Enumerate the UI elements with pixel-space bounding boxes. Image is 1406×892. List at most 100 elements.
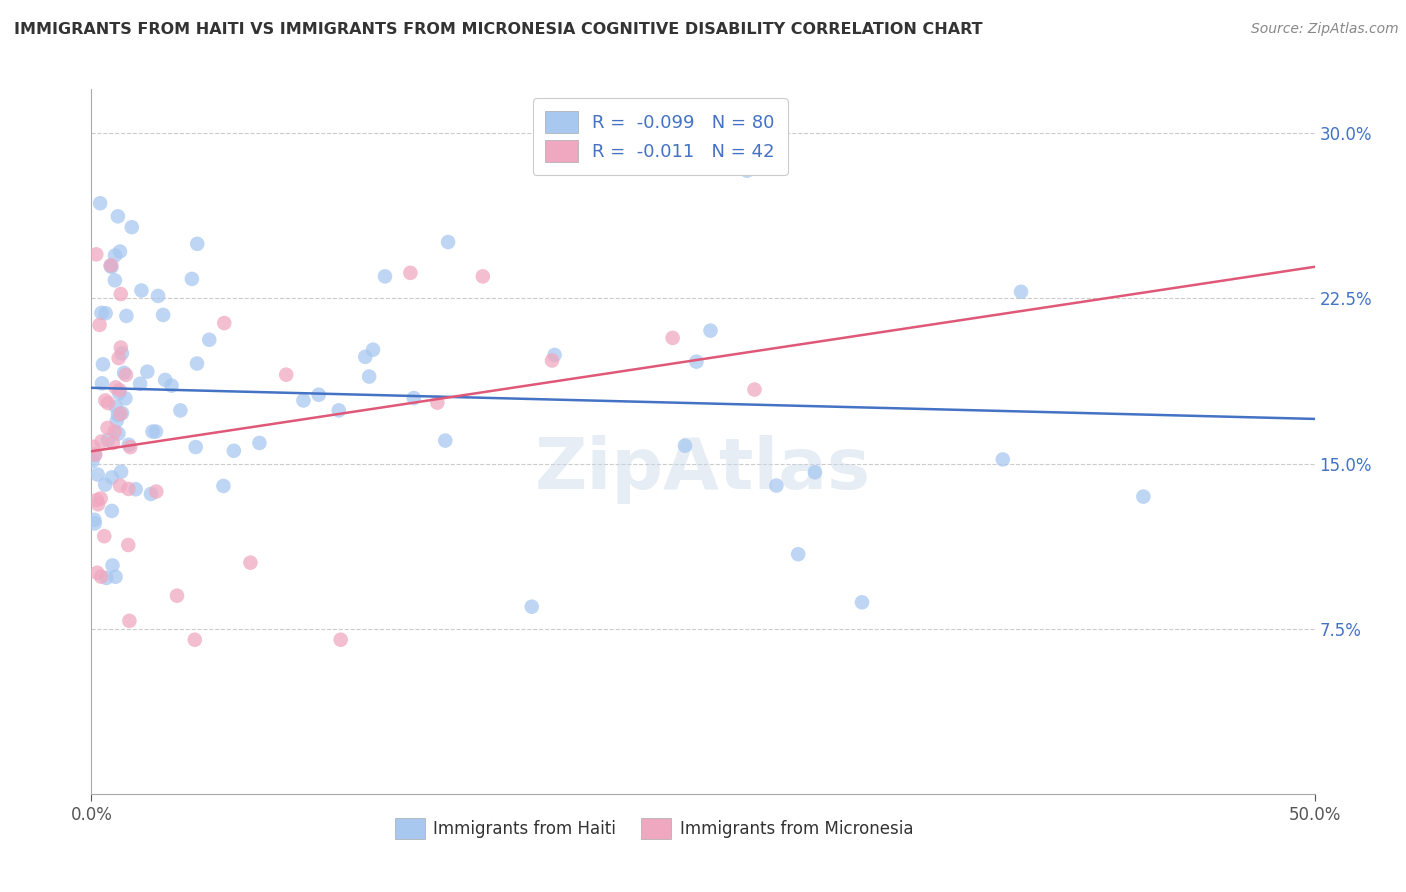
Point	[89, 318, 111, 332]
Point	[141, 425, 163, 439]
Point	[186, 357, 208, 371]
Point	[104, 425, 127, 439]
Point	[110, 465, 132, 479]
Point	[93, 529, 115, 543]
Point	[1010, 285, 1032, 299]
Point	[97, 433, 120, 447]
Point	[115, 309, 138, 323]
Point	[222, 443, 245, 458]
Point	[276, 368, 298, 382]
Point	[94, 393, 117, 408]
Point	[108, 383, 131, 397]
Point	[107, 210, 129, 224]
Point	[359, 369, 381, 384]
Point	[131, 284, 153, 298]
Point	[90, 491, 112, 506]
Point	[83, 516, 105, 531]
Point	[107, 426, 129, 441]
Point	[108, 478, 131, 492]
Text: Source: ZipAtlas.com: Source: ZipAtlas.com	[1251, 22, 1399, 37]
Point	[426, 395, 449, 409]
Point	[117, 482, 139, 496]
Point	[87, 497, 110, 511]
Point	[112, 366, 135, 380]
Point	[136, 365, 159, 379]
Text: ZipAtlas: ZipAtlas	[536, 435, 870, 504]
Point	[107, 351, 129, 365]
Legend: Immigrants from Haiti, Immigrants from Micronesia: Immigrants from Haiti, Immigrants from M…	[388, 812, 920, 846]
Point	[699, 324, 721, 338]
Point	[354, 350, 377, 364]
Point	[139, 487, 162, 501]
Point	[402, 391, 425, 405]
Point	[434, 434, 457, 448]
Point	[107, 408, 129, 422]
Point	[120, 440, 142, 454]
Point	[735, 163, 758, 178]
Point	[851, 595, 873, 609]
Point	[520, 599, 543, 614]
Point	[111, 346, 134, 360]
Point	[991, 452, 1014, 467]
Point	[101, 558, 124, 573]
Point	[184, 632, 207, 647]
Point	[110, 287, 132, 301]
Point	[146, 289, 169, 303]
Point	[89, 196, 111, 211]
Point	[104, 400, 127, 414]
Point	[110, 341, 132, 355]
Point	[118, 614, 141, 628]
Point	[804, 465, 827, 479]
Point	[121, 220, 143, 235]
Point	[186, 236, 208, 251]
Point	[101, 436, 124, 450]
Point	[117, 538, 139, 552]
Point	[82, 440, 104, 454]
Point	[86, 493, 108, 508]
Point	[96, 571, 118, 585]
Point	[145, 425, 167, 439]
Point	[108, 386, 131, 401]
Point	[160, 378, 183, 392]
Point	[86, 566, 108, 580]
Point	[84, 247, 107, 261]
Point	[90, 569, 112, 583]
Point	[198, 333, 221, 347]
Point	[83, 448, 105, 462]
Point	[145, 484, 167, 499]
Text: IMMIGRANTS FROM HAITI VS IMMIGRANTS FROM MICRONESIA COGNITIVE DISABILITY CORRELA: IMMIGRANTS FROM HAITI VS IMMIGRANTS FROM…	[14, 22, 983, 37]
Point	[129, 376, 152, 391]
Point	[765, 478, 787, 492]
Point	[328, 403, 350, 417]
Point	[104, 273, 127, 287]
Point	[153, 373, 176, 387]
Point	[239, 556, 262, 570]
Point	[673, 439, 696, 453]
Point	[91, 376, 114, 391]
Point	[180, 272, 202, 286]
Point	[661, 331, 683, 345]
Point	[100, 504, 122, 518]
Point	[114, 392, 136, 406]
Point	[115, 368, 138, 382]
Point	[104, 570, 127, 584]
Point	[399, 266, 422, 280]
Point	[169, 403, 191, 417]
Point	[292, 393, 315, 408]
Point	[249, 436, 271, 450]
Point	[101, 470, 124, 484]
Point	[83, 513, 105, 527]
Point	[152, 308, 174, 322]
Point	[744, 383, 766, 397]
Point	[1132, 490, 1154, 504]
Point	[125, 482, 148, 496]
Point	[84, 448, 107, 462]
Point	[685, 354, 707, 368]
Point	[118, 438, 141, 452]
Point	[91, 357, 114, 371]
Point	[329, 632, 352, 647]
Point	[104, 380, 127, 394]
Point	[787, 547, 810, 561]
Point	[437, 235, 460, 249]
Point	[94, 306, 117, 320]
